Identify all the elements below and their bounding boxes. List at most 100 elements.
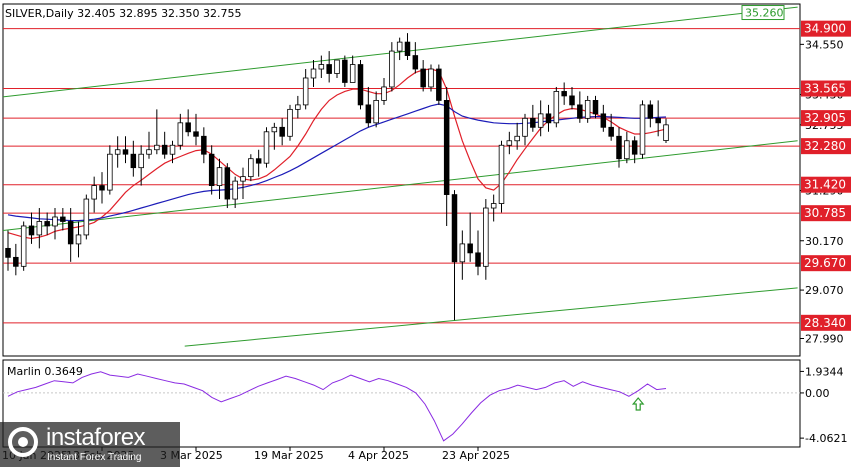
candle [13,243,19,276]
bull-candle-body [506,140,513,146]
candle [498,140,505,213]
candle [5,230,11,271]
bear-candle-body [577,104,583,119]
bull-candle-body [490,203,497,209]
candle [208,145,215,195]
price-tick-label: 29.070 [805,284,844,297]
bull-candle-body [138,153,144,169]
candle [83,194,90,240]
bear-candle-body [600,113,607,128]
bear-candle-body [467,243,473,254]
indicator-tick-label: 1.9344 [805,365,844,378]
bear-candle-body [99,185,105,191]
candle [584,95,591,123]
marlin-line [7,371,667,442]
candle [663,118,669,144]
candle [99,172,105,204]
bear-candle-body [631,140,638,155]
bear-candle-body [655,117,661,124]
blue-moving-average [7,103,667,222]
bull-candle-body [271,126,278,133]
candle [655,100,661,137]
level-label-bg [801,138,851,155]
candle [483,199,489,280]
level-label: 29.670 [804,256,846,270]
bull-candle-body [624,140,630,160]
candle [248,154,254,182]
bull-candle-body [240,176,246,182]
bull-candle-body [514,135,520,142]
bull-candle-body [310,68,317,79]
bull-candle-body [663,124,669,141]
bull-candle-body [248,158,254,178]
bull-candle-body [232,180,238,200]
instaforex-logo: instaforex Instant Forex Trading [0,422,180,467]
level-label: 32.280 [804,139,846,153]
candle [91,176,97,213]
level-label-bg [801,20,851,37]
bear-candle-body [224,167,231,200]
channel-line [2,140,798,231]
candle [201,127,207,164]
bull-candle-body [553,91,560,124]
candle [522,113,528,146]
bull-candle-body [263,131,270,164]
bear-candle-body [60,216,66,222]
candle [365,86,372,128]
bull-candle-body [349,64,356,83]
bull-candle-body [75,234,82,245]
candle [373,91,379,128]
bull-candle-body [584,100,591,119]
bull-candle-body [381,86,387,101]
bull-candle-body [107,153,113,191]
bear-candle-body [569,95,575,106]
level-label: 31.420 [804,178,846,192]
candle [232,176,238,209]
candle [36,208,43,249]
candle [459,230,466,280]
candle [130,140,137,177]
bull-candle-body [52,216,58,227]
bull-candle-body [522,117,528,137]
candle [20,221,27,271]
bear-candle-body [647,104,654,119]
candle [592,95,599,119]
bear-candle-body [545,113,552,124]
bear-candle-body [404,41,411,56]
channel-line [184,287,798,347]
marlin-indicator: Marlin 0.3649 1.9344 0.00 -4.0621 [3,365,847,445]
candle [138,145,144,186]
candle [631,136,638,164]
level-label-bg [801,314,851,331]
candle [396,37,403,61]
candle [467,212,473,262]
bear-candle-body [44,221,50,227]
channel-label-box [741,5,785,21]
bull-candle-body [537,113,544,128]
candle [616,127,622,168]
candle [553,86,560,128]
candle [122,136,129,164]
bear-candle-body [561,91,567,97]
candle [302,69,309,110]
candle [334,59,340,78]
candle [177,113,184,150]
bear-candle-body [530,117,536,128]
bear-candle-body [436,68,442,101]
candle [537,100,544,137]
candle [146,131,152,159]
candle [428,64,434,92]
candle [326,51,332,83]
indicator-label: Marlin 0.3649 [7,365,83,378]
logo-tagline: Instant Forex Trading [47,452,142,463]
candle [561,82,567,105]
bear-candle-body [130,153,137,169]
candle [506,131,513,155]
bull-candle-body [318,64,325,70]
candle [310,60,317,87]
bull-candle-body [169,144,176,155]
indicator-frame [2,359,801,448]
level-label-bg [801,205,851,222]
bear-candle-body [279,126,285,137]
bear-candle-body [13,256,19,267]
